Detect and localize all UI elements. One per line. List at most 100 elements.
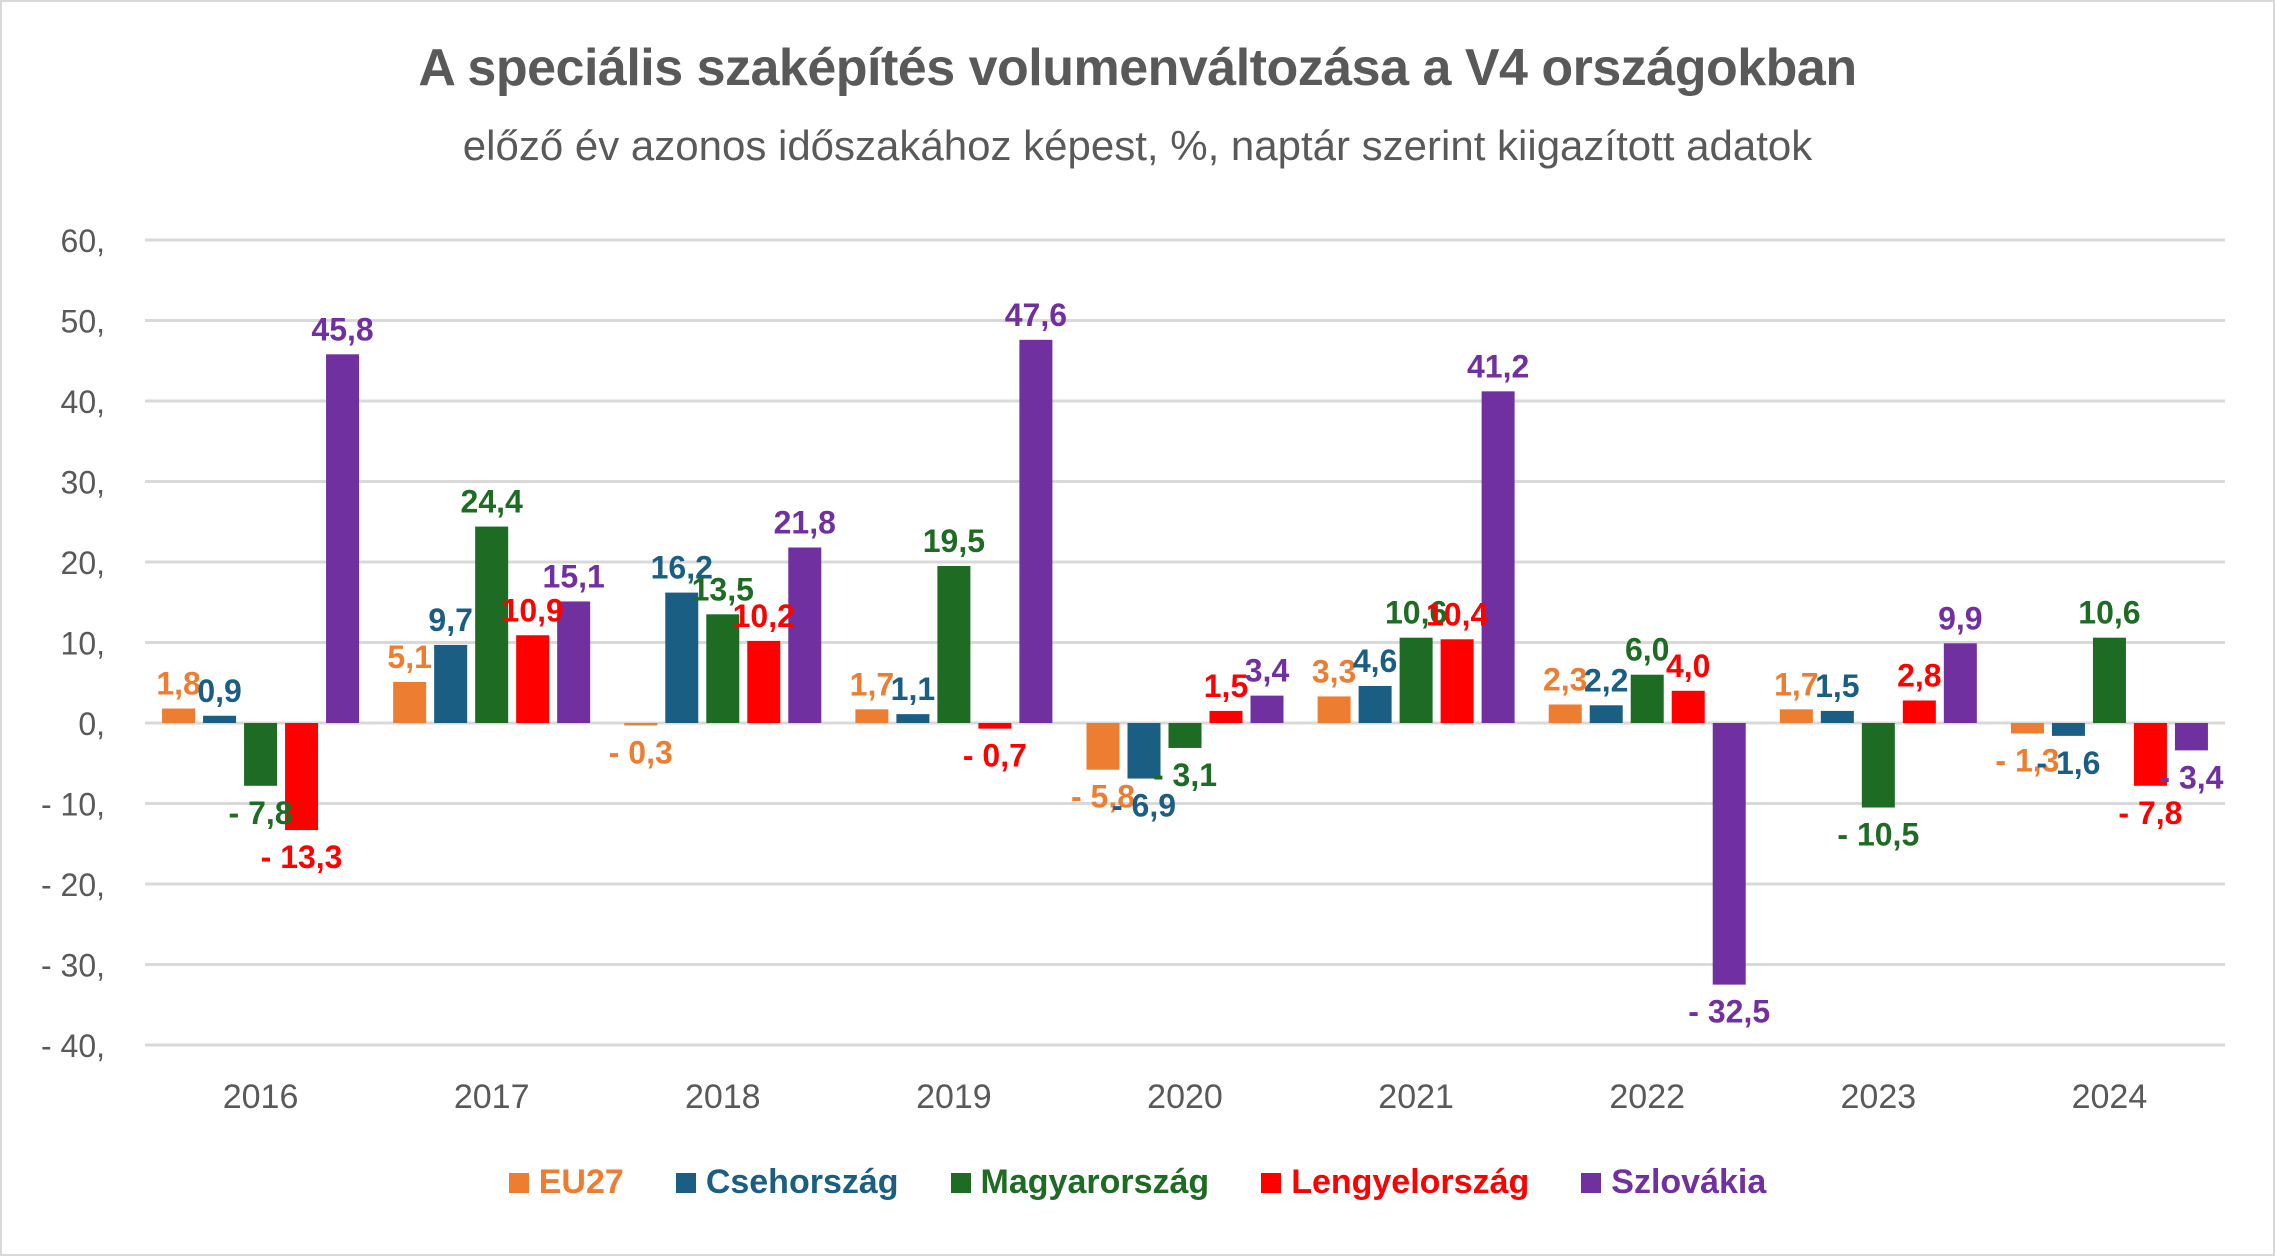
- bar-eu27-2021: [1317, 696, 1351, 723]
- data-label: 6,0: [1625, 632, 1669, 668]
- data-label: 2,8: [1897, 657, 1941, 693]
- legend-swatch: [675, 1172, 696, 1193]
- bar-eu27-2017: [393, 681, 427, 723]
- legend-label: Csehország: [705, 1163, 899, 1201]
- legend-label: EU27: [538, 1163, 624, 1201]
- data-label: 9,7: [428, 602, 472, 638]
- bar-lengyelország-2017: [516, 635, 550, 723]
- bar-csehország-2019: [896, 714, 930, 723]
- bar-eu27-2016: [162, 708, 196, 723]
- data-label: 16,2: [651, 550, 713, 586]
- x-tick-label: 2017: [454, 1078, 530, 1116]
- bar-magyarország-2024: [2092, 637, 2126, 723]
- bar-eu27-2024: [2010, 723, 2044, 734]
- data-label: 2,2: [1584, 662, 1628, 698]
- bar-szlovákia-2017: [557, 601, 591, 723]
- bar-lengyelország-2023: [1902, 700, 1936, 723]
- data-label: 4,6: [1353, 643, 1397, 679]
- y-tick-label: 30,: [61, 465, 105, 501]
- data-label: 10,9: [502, 592, 564, 628]
- x-axis-ticks: 2016 2017 2018 2019 2020 2021 2022 2023 2024: [223, 1078, 2148, 1116]
- bar-csehország-2016: [203, 715, 237, 723]
- x-tick-label: 2016: [223, 1078, 299, 1116]
- legend-swatch: [1261, 1172, 1282, 1193]
- y-tick-label: 20,: [61, 545, 105, 581]
- y-tick-label: 50,: [61, 304, 105, 340]
- data-label: - 7,8: [229, 795, 293, 831]
- data-label: 1,5: [1204, 668, 1248, 704]
- bar-lengyelország-2020: [1209, 710, 1243, 723]
- legend-item-szlovákia: Szlovákia: [1581, 1163, 1766, 1202]
- y-tick-label: - 10,: [41, 787, 105, 823]
- x-tick-label: 2020: [1147, 1078, 1223, 1116]
- legend-label: Szlovákia: [1611, 1163, 1767, 1201]
- data-label: - 13,3: [261, 839, 343, 875]
- data-label: 13,5: [692, 571, 754, 607]
- data-label: 41,2: [1467, 348, 1529, 384]
- bar-csehország-2017: [434, 644, 468, 723]
- chart-subtitle: előző év azonos időszakához képest, %, n…: [462, 122, 1813, 169]
- bar-magyarország-2020: [1168, 723, 1202, 748]
- data-label: - 3,1: [1153, 757, 1217, 793]
- data-label: 9,9: [1938, 600, 1982, 636]
- legend-swatch: [1581, 1172, 1602, 1193]
- bar-magyarország-2021: [1399, 637, 1433, 723]
- bar-eu27-2018: [624, 723, 658, 726]
- data-label: 24,4: [461, 484, 523, 520]
- bar-magyarország-2019: [937, 566, 971, 723]
- legend-label: Lengyelország: [1291, 1163, 1530, 1201]
- data-labels: 1,80,9 - 7,8 - 13,3 45,8 5,19,7 24,4 10,915,1 -…: [156, 297, 2223, 1030]
- bar-csehország-2024: [2051, 723, 2085, 736]
- data-label: - 1,3: [1995, 742, 2059, 778]
- data-label: 21,8: [774, 505, 836, 541]
- x-tick-label: 2022: [1609, 1078, 1685, 1116]
- bar-szlovákia-2016: [326, 354, 360, 723]
- data-label: 10,2: [733, 598, 795, 634]
- bar-eu27-2019: [855, 709, 889, 723]
- legend-swatch: [508, 1172, 529, 1193]
- data-label: - 7,8: [2118, 795, 2182, 831]
- bar-eu27-2020: [1086, 723, 1120, 770]
- y-tick-label: - 20,: [41, 867, 105, 903]
- bar-eu27-2022: [1548, 704, 1582, 723]
- y-tick-label: 40,: [61, 384, 105, 420]
- bar-magyarország-2017: [475, 526, 509, 723]
- bar-szlovákia-2018: [788, 547, 822, 723]
- data-label: 19,5: [923, 523, 985, 559]
- data-label: - 6,9: [1112, 788, 1176, 824]
- bar-szlovákia-2024: [2174, 723, 2208, 751]
- y-axis-ticks: 60, 50, 40, 30, 20, 10, 0, - 10, - 20, - 30, - 40,: [41, 223, 105, 1064]
- data-label: 10,6: [1385, 595, 1447, 631]
- data-label: - 0,7: [963, 738, 1027, 774]
- x-tick-label: 2019: [916, 1078, 992, 1116]
- bar-csehország-2020: [1127, 723, 1161, 779]
- bar-csehország-2022: [1589, 705, 1623, 723]
- x-tick-label: 2024: [2072, 1078, 2148, 1116]
- bar-magyarország-2022: [1630, 674, 1664, 723]
- data-label: - 0,3: [609, 734, 673, 770]
- bar-csehország-2018: [665, 592, 699, 723]
- legend-item-csehország: Csehország: [675, 1163, 899, 1202]
- x-tick-label: 2023: [1841, 1078, 1917, 1116]
- y-tick-label: 10,: [61, 626, 105, 662]
- y-tick-label: - 30,: [41, 948, 105, 984]
- bar-lengyelország-2019: [978, 723, 1012, 729]
- bar-lengyelország-2021: [1440, 639, 1474, 723]
- data-label: 1,8: [156, 666, 200, 702]
- bar-lengyelország-2018: [747, 640, 781, 723]
- bar-szlovákia-2020: [1250, 695, 1284, 723]
- bar-csehország-2021: [1358, 685, 1392, 723]
- data-label: 47,6: [1005, 297, 1067, 333]
- bar-eu27-2023: [1779, 709, 1813, 723]
- data-label: - 10,5: [1837, 817, 1919, 853]
- bar-magyarország-2016: [244, 723, 278, 786]
- data-label: 45,8: [311, 311, 373, 347]
- data-label: - 5,8: [1071, 779, 1135, 815]
- data-label: 0,9: [197, 673, 241, 709]
- bar-lengyelország-2024: [2133, 723, 2167, 786]
- data-label: 10,4: [1426, 596, 1488, 632]
- legend-label: Magyarország: [980, 1163, 1210, 1201]
- bar-szlovákia-2022: [1712, 723, 1746, 985]
